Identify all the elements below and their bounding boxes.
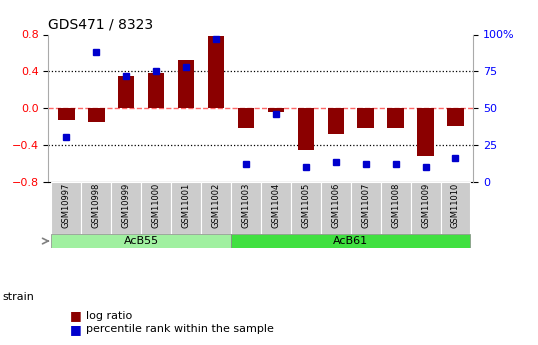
Bar [148,73,165,108]
Bar [238,108,254,128]
Text: GSM11001: GSM11001 [182,183,190,228]
Bar [268,108,284,112]
Text: log ratio: log ratio [86,311,132,321]
Bar [88,108,104,122]
Text: GSM11004: GSM11004 [271,183,280,228]
Text: GSM11005: GSM11005 [301,183,310,228]
Bar [410,181,441,234]
Bar [81,181,111,234]
Text: ■: ■ [70,323,82,336]
Bar [201,181,231,234]
Text: GSM11009: GSM11009 [421,183,430,228]
Text: GSM10997: GSM10997 [62,183,71,228]
Text: GSM11008: GSM11008 [391,183,400,228]
Text: GDS471 / 8323: GDS471 / 8323 [48,18,153,32]
Bar [298,108,314,150]
Bar [231,234,470,248]
Bar [52,181,81,234]
Bar [261,181,291,234]
Text: AcB55: AcB55 [124,236,159,246]
Text: GSM10999: GSM10999 [122,183,131,228]
Bar [381,181,410,234]
Text: strain: strain [3,292,34,302]
Bar [58,108,75,120]
Bar [357,108,374,128]
Text: ■: ■ [70,309,82,322]
Bar [231,181,261,234]
Text: GSM10998: GSM10998 [92,183,101,228]
Text: GSM11000: GSM11000 [152,183,161,228]
Bar [52,234,231,248]
Bar [447,108,464,126]
Bar [208,36,224,108]
Text: GSM11002: GSM11002 [211,183,221,228]
Text: GSM11006: GSM11006 [331,183,340,228]
Bar [118,76,134,108]
Text: GSM11003: GSM11003 [242,183,251,228]
Bar [111,181,141,234]
Bar [178,60,194,108]
Bar [441,181,470,234]
Bar [328,108,344,134]
Text: GSM11007: GSM11007 [361,183,370,228]
Bar [171,181,201,234]
Text: GSM11010: GSM11010 [451,183,460,228]
Text: AcB61: AcB61 [333,236,369,246]
Bar [417,108,434,156]
Bar [321,181,351,234]
Bar [387,108,404,128]
Bar [351,181,381,234]
Text: percentile rank within the sample: percentile rank within the sample [86,325,274,334]
Bar [291,181,321,234]
Bar [141,181,171,234]
